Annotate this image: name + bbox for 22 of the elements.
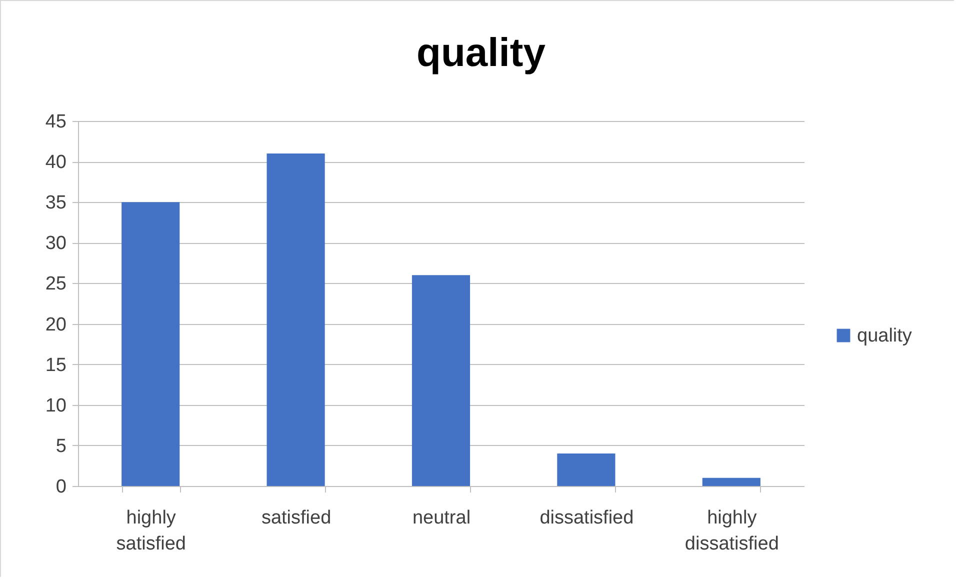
x-tick-label: highly dissatisfied [684,508,779,554]
y-tick-label: 5 [56,436,66,457]
y-tick-label: 35 [45,192,66,214]
bar [266,153,325,486]
y-tick-label: 30 [45,233,66,254]
y-tick-label: 15 [45,354,66,376]
x-tick-label: satisfied [261,508,332,528]
bar [122,202,180,486]
bar [412,275,470,486]
y-tick-label: 25 [45,274,66,295]
y-tick-label: 40 [45,152,66,174]
y-tick-label: 45 [45,112,66,132]
chart-title: quality [416,31,546,75]
x-tick-label: neutral [412,508,471,528]
legend-label: quality [857,326,912,346]
x-tick-label: dissatisfied [540,508,634,528]
y-tick-label: 10 [45,395,66,416]
x-tick-label: highly satisfied [116,508,186,554]
y-tick-label: 20 [45,314,66,336]
y-tick-label: 0 [56,476,66,498]
bar [557,454,616,486]
bar [702,478,760,486]
